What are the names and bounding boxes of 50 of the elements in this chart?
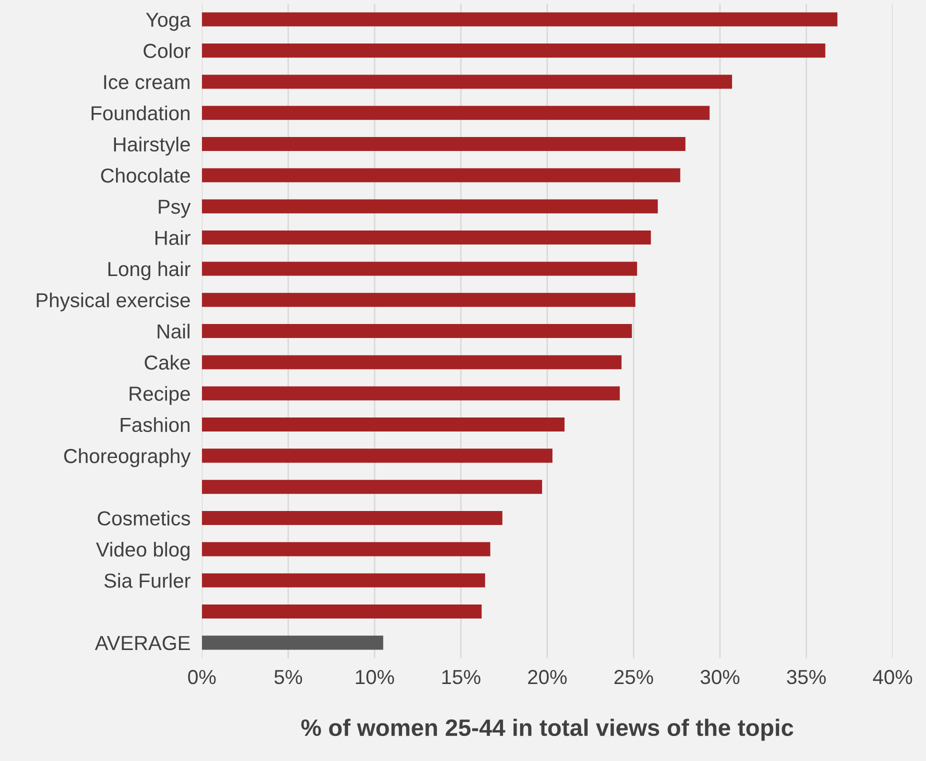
bar [202,480,542,494]
bar [202,168,680,182]
y-tick-label: Hair [155,230,190,246]
x-tick-label: 25% [614,670,654,684]
y-tick-label: Ice cream [104,75,190,90]
bar [202,542,490,556]
bar [202,636,384,650]
bar [202,292,636,307]
bar [202,44,826,58]
bar [202,418,565,432]
x-tick-label: 20% [528,670,567,684]
x-tick-label: 40% [872,670,912,684]
y-tick-label: Fashion [120,417,190,432]
y-tick-label: Cosmetics [98,510,190,526]
bar [202,12,838,26]
y-tick-label: Yoga [146,12,191,31]
y-tick-label: AVERAGE [94,636,190,650]
x-tick-label: 30% [700,670,740,684]
bar [202,448,552,463]
bar [202,106,710,120]
x-tick-label: 10% [356,670,394,684]
y-tick-label: Recipe [130,386,190,405]
x-tick-label: 35% [786,670,826,684]
y-tick-label: Nail [158,324,190,339]
bar [202,230,651,245]
x-tick-label: 15% [442,670,480,684]
bar [202,386,620,400]
y-tick-label: Video blog [96,542,190,561]
x-tick-label: 0% [188,670,216,684]
bar [202,573,486,588]
y-tick-label: Hairstyle [114,136,190,156]
bar [202,74,732,89]
bar [202,137,686,152]
y-tick-label: Psy [158,200,191,218]
bar [202,324,632,338]
bar [202,511,502,526]
y-tick-label: Physical exercise [36,292,190,312]
bar [202,262,638,276]
y-tick-label: Long hair [108,261,190,280]
y-tick-label: Choreography [64,448,191,468]
y-tick-label: Color [144,43,190,58]
bar [202,355,622,370]
y-tick-label: Sia Furler [104,573,190,588]
x-axis-title: % of women 25-44 in total views of the topic [301,718,794,741]
bar [202,604,482,619]
bar [202,199,658,214]
y-tick-label: Cake [144,354,190,370]
y-tick-label: Foundation [92,106,190,120]
x-tick-label: 5% [274,670,302,684]
y-tick-label: Chocolate [101,168,190,183]
